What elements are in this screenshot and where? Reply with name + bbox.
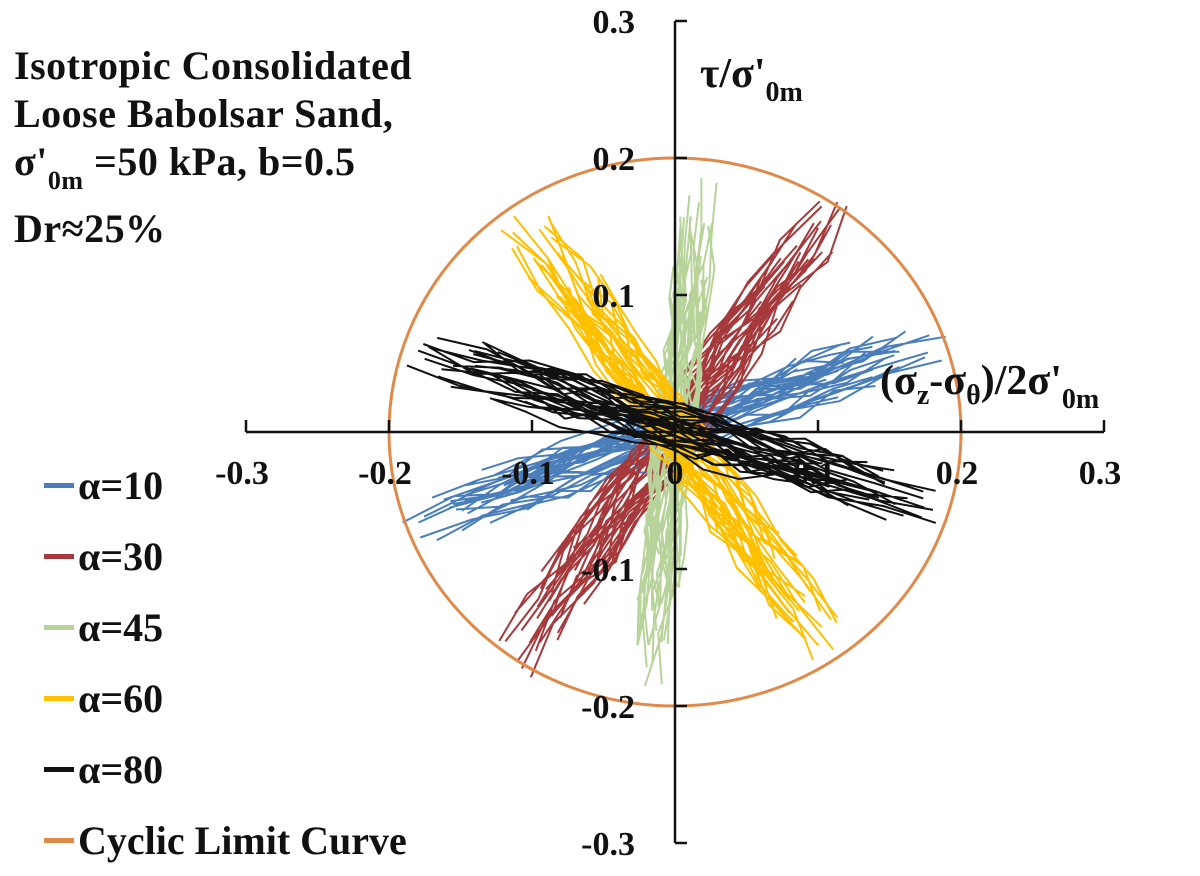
y-tick-label: -0.1	[581, 552, 635, 589]
x-tick-label: -0.1	[501, 455, 555, 492]
legend-label: α=45	[78, 605, 164, 650]
x-tick-label: 0.1	[793, 455, 836, 492]
legend-item-alpha-60: α=60	[44, 663, 407, 734]
legend-item-cyclic-limit-curve: Cyclic Limit Curve	[44, 805, 407, 876]
y-tick-label: 0.2	[593, 141, 636, 178]
legend-swatch	[44, 838, 74, 843]
legend-label: Cyclic Limit Curve	[78, 818, 407, 863]
legend-swatch	[44, 483, 74, 488]
y-tick-label: -0.2	[581, 689, 635, 726]
title-line-4: Dr≈25%	[14, 206, 166, 251]
title-line-3: σ'0m =50 kPa, b=0.5	[14, 139, 356, 195]
legend-swatch	[44, 767, 74, 772]
legend-item-alpha-45: α=45	[44, 592, 407, 663]
x-tick-label: -0.2	[358, 455, 412, 492]
legend-swatch	[44, 625, 74, 630]
y-tick-label: -0.3	[581, 826, 635, 863]
legend-label: α=60	[78, 676, 164, 721]
legend: α=10 α=30 α=45 α=60 α=80 Cyclic Limit Cu…	[44, 450, 407, 876]
y-axis-label: τ/σ'0m	[700, 51, 803, 108]
y-tick-label: 0.3	[593, 4, 636, 41]
x-tick-label: 0.2	[936, 455, 979, 492]
legend-item-alpha-30: α=30	[44, 521, 407, 592]
chart-title: Isotropic Consolidated Loose Babolsar Sa…	[14, 42, 412, 253]
y-tick-label: 0.1	[593, 278, 636, 315]
legend-label: α=80	[78, 747, 164, 792]
legend-label: α=10	[78, 463, 164, 508]
legend-label: α=30	[78, 534, 164, 579]
x-tick-label: 0	[667, 455, 684, 492]
title-line-1: Isotropic Consolidated	[14, 43, 413, 88]
legend-item-alpha-80: α=80	[44, 734, 407, 805]
x-tick-label: -0.3	[215, 455, 269, 492]
legend-swatch	[44, 554, 74, 559]
legend-item-alpha-10: α=10	[44, 450, 407, 521]
x-axis-label: (σz-σθ)/2σ'0m	[880, 358, 1099, 415]
legend-swatch	[44, 696, 74, 701]
x-tick-label: 0.3	[1079, 455, 1122, 492]
title-line-2: Loose Babolsar Sand,	[14, 91, 394, 136]
